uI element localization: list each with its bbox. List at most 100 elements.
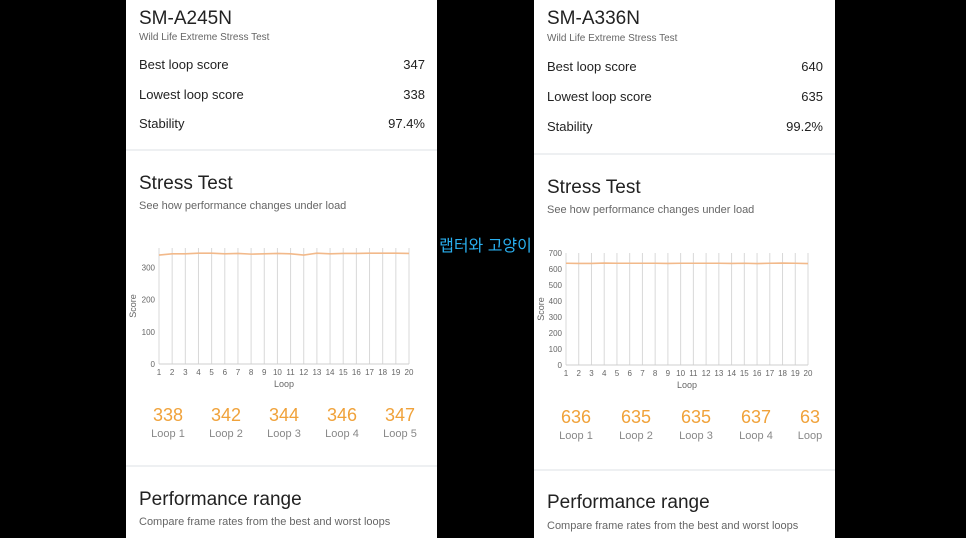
x-tick-label: 10 (273, 368, 282, 377)
x-tick-label: 1 (157, 368, 162, 377)
loop-score-value: 346 (326, 405, 358, 425)
stat-value: 635 (801, 89, 823, 104)
performance-range-title: Performance range (139, 489, 302, 510)
stat-label: Stability (139, 116, 185, 131)
stress-test-title: Stress Test (547, 177, 641, 198)
loop-score-value: 344 (268, 405, 300, 425)
x-tick-label: 9 (262, 368, 267, 377)
x-tick-label: 9 (666, 369, 671, 378)
watermark-text: 랩터와 고양이 (439, 238, 532, 255)
y-tick-label: 200 (142, 296, 156, 305)
x-tick-label: 16 (352, 368, 361, 377)
x-tick-label: 20 (804, 369, 813, 378)
x-tick-label: 19 (791, 369, 800, 378)
x-tick-label: 8 (249, 368, 254, 377)
loop-score-item: 635 Loop 3 (671, 407, 721, 442)
x-tick-label: 3 (589, 369, 594, 378)
device-name: SM-A245N (139, 8, 232, 29)
y-tick-label: 300 (549, 313, 563, 322)
x-tick-label: 5 (209, 368, 214, 377)
stat-label: Lowest loop score (139, 87, 244, 102)
y-tick-label: 0 (151, 360, 156, 369)
x-tick-label: 2 (577, 369, 582, 378)
loop-score-item: 63 Loop (785, 407, 835, 442)
x-tick-label: 11 (286, 368, 295, 377)
x-tick-label: 18 (378, 368, 387, 377)
loop-score-label: Loop 1 (559, 430, 593, 442)
divider (534, 153, 835, 155)
loop-score-label: Loop 4 (325, 428, 359, 440)
loop-score-value: 637 (740, 407, 772, 427)
x-tick-label: 1 (564, 369, 569, 378)
stat-value: 97.4% (388, 116, 425, 131)
x-tick-label: 17 (365, 368, 374, 377)
x-tick-label: 15 (339, 368, 348, 377)
y-tick-label: 400 (549, 297, 563, 306)
x-tick-label: 14 (727, 369, 736, 378)
y-tick-label: 300 (142, 263, 156, 272)
loop-score-item: 342 Loop 2 (201, 405, 251, 440)
y-tick-label: 700 (549, 249, 563, 258)
loop-score-item: 636 Loop 1 (551, 407, 601, 442)
loop-score-label: Loop 2 (209, 428, 243, 440)
x-tick-label: 18 (778, 369, 787, 378)
loop-score-label: Loop 3 (267, 428, 301, 440)
loop-score-value: 635 (620, 407, 652, 427)
x-tick-label: 11 (689, 369, 698, 378)
loop-score-item: 635 Loop 2 (611, 407, 661, 442)
x-tick-label: 17 (765, 369, 774, 378)
stat-row-stability: Stability 97.4% (139, 116, 425, 131)
loop-score-label: Loop 2 (619, 430, 653, 442)
stat-value: 640 (801, 59, 823, 74)
x-axis-label: Loop (274, 379, 294, 389)
loop-score-label: Loop 5 (383, 428, 417, 440)
y-tick-label: 100 (142, 328, 156, 337)
performance-range-subtitle: Compare frame rates from the best and wo… (547, 520, 799, 532)
loop-score-label: Loop 4 (739, 430, 773, 442)
y-tick-label: 600 (549, 265, 563, 274)
divider (126, 465, 437, 467)
loop-score-item: 344 Loop 3 (259, 405, 309, 440)
stat-row-best: Best loop score 347 (139, 57, 425, 72)
stat-label: Best loop score (139, 57, 229, 72)
stress-test-subtitle: See how performance changes under load (139, 200, 347, 212)
x-tick-label: 20 (405, 368, 414, 377)
x-tick-label: 3 (183, 368, 188, 377)
loop-score-item: 347 Loop 5 (375, 405, 425, 440)
x-tick-label: 19 (391, 368, 400, 377)
x-tick-label: 13 (312, 368, 321, 377)
x-tick-label: 10 (676, 369, 685, 378)
loop-score-item: 637 Loop 4 (731, 407, 781, 442)
loop-score-label: Loop (797, 430, 823, 442)
stat-row-best: Best loop score 640 (547, 59, 823, 74)
y-tick-label: 100 (549, 345, 563, 354)
stat-label: Lowest loop score (547, 89, 652, 104)
device-name: SM-A336N (547, 8, 640, 29)
loop-score-value: 338 (152, 405, 184, 425)
x-tick-label: 6 (223, 368, 228, 377)
result-panel-left: SM-A245N Wild Life Extreme Stress Test B… (126, 0, 437, 538)
loop-score-value: 63 (799, 407, 821, 427)
x-axis-label: Loop (677, 380, 697, 390)
loop-score-label: Loop 1 (151, 428, 185, 440)
y-axis-label: Score (536, 297, 546, 321)
loop-score-value: 342 (210, 405, 242, 425)
stress-test-title: Stress Test (139, 173, 233, 194)
stat-value: 338 (403, 87, 425, 102)
loop-score-label: Loop 3 (679, 430, 713, 442)
y-axis-label: Score (128, 294, 138, 318)
result-panel-right: SM-A336N Wild Life Extreme Stress Test B… (534, 0, 835, 538)
loop-score-item: 338 Loop 1 (143, 405, 193, 440)
stat-value: 347 (403, 57, 425, 72)
x-tick-label: 15 (740, 369, 749, 378)
test-name: Wild Life Extreme Stress Test (547, 33, 678, 44)
stress-test-subtitle: See how performance changes under load (547, 204, 755, 216)
x-tick-label: 12 (299, 368, 308, 377)
performance-range-subtitle: Compare frame rates from the best and wo… (139, 516, 391, 528)
divider (126, 149, 437, 151)
loop-score-value: 347 (384, 405, 416, 425)
x-tick-label: 6 (627, 369, 632, 378)
test-name: Wild Life Extreme Stress Test (139, 32, 270, 43)
